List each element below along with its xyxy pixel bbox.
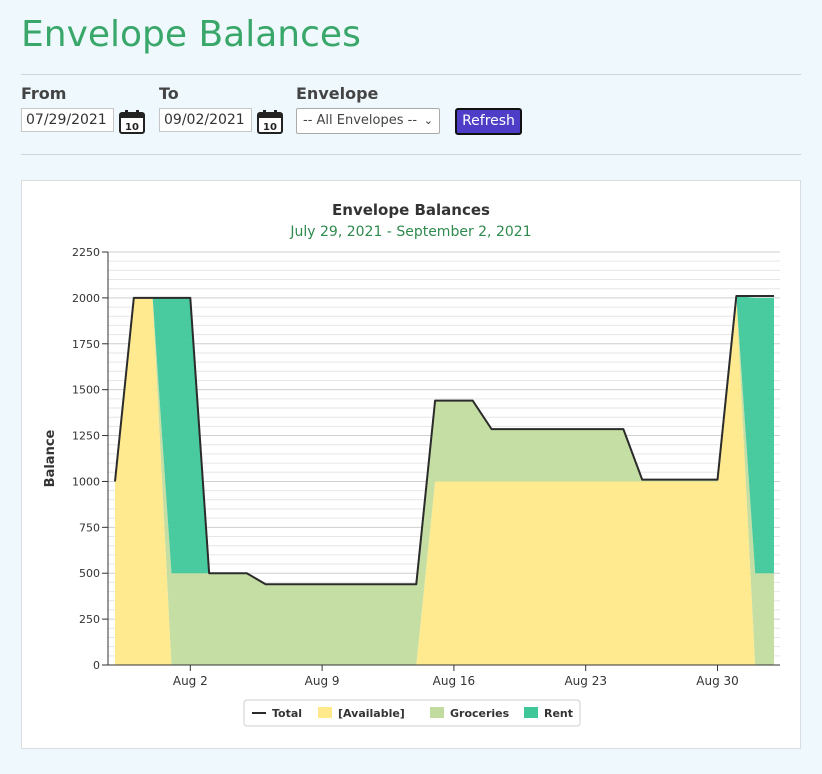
from-field: From 07/29/2021 10 [21,84,145,134]
chart-subtitle: July 29, 2021 - September 2, 2021 [289,224,531,240]
page-title: Envelope Balances [21,14,361,55]
axes: 0 250 500 750 1000 1250 1500 1750 2000 2250 Aug 2 A… [72,246,780,688]
envelope-label: Envelope [296,84,379,103]
to-field: To 09/02/2021 10 [159,84,283,134]
from-date-input[interactable]: 07/29/2021 [21,108,114,132]
legend-label: Rent [544,707,573,720]
calendar-day-text: 10 [125,122,139,133]
x-tick-label: Aug 23 [564,674,607,688]
refresh-button[interactable]: Refresh [455,108,522,135]
legend-swatch-groceries [430,707,444,718]
y-axis-label: Balance [43,429,58,487]
x-tick-label: Aug 2 [173,674,208,688]
envelope-field: Envelope -- All Envelopes -- ⌄ [296,84,440,134]
chart-panel: Envelope Balances July 29, 2021 - Septem… [21,180,801,749]
series-area-groceries [115,296,774,665]
y-tick-label: 250 [79,613,100,626]
x-tick-label: Aug 16 [433,674,476,688]
envelope-select-value: -- All Envelopes -- [303,113,418,128]
divider-top [21,74,801,75]
y-tick-label: 1000 [72,475,100,488]
legend-label: [Available] [338,707,405,720]
legend-label: Total [272,707,302,720]
plot-areas [115,296,774,665]
y-tick-label: 2000 [72,292,100,305]
legend-swatch-available [318,707,332,718]
plot-lines [114,295,774,586]
y-tick-label: 1250 [72,430,100,443]
legend-label: Groceries [450,707,510,720]
x-tick-label: Aug 30 [696,674,739,688]
calendar-day-text: 10 [263,122,277,133]
y-tick-label: 1500 [72,384,100,397]
calendar-icon[interactable]: 10 [119,110,145,134]
series-line-total [114,295,774,586]
series-area-rent [115,296,774,585]
legend: Total [Available] Groceries Rent [243,699,581,727]
to-label: To [159,84,179,103]
to-date-input[interactable]: 09/02/2021 [159,108,252,132]
divider-bottom [21,154,801,155]
y-tick-label: 0 [93,659,100,672]
y-tick-label: 500 [79,567,100,580]
y-tick-label: 1750 [72,338,100,351]
legend-swatch-rent [524,707,538,718]
y-tick-label: 2250 [72,246,100,259]
legend-box [243,699,581,727]
envelope-select[interactable]: -- All Envelopes -- ⌄ [296,108,440,134]
calendar-icon[interactable]: 10 [257,110,283,134]
chart-title: Envelope Balances [332,201,490,219]
x-tick-label: Aug 9 [305,674,340,688]
balance-chart: Envelope Balances July 29, 2021 - Septem… [43,201,780,727]
chevron-down-icon: ⌄ [423,114,433,127]
y-tick-label: 750 [79,521,100,534]
from-label: From [21,84,67,103]
